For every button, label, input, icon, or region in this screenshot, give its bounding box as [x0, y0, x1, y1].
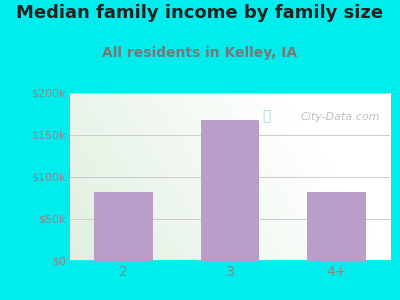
Text: All residents in Kelley, IA: All residents in Kelley, IA [102, 46, 298, 61]
Bar [94, 192, 153, 261]
Text: City-Data.com: City-Data.com [301, 112, 380, 122]
Bar [201, 120, 259, 261]
Text: ⓘ: ⓘ [262, 110, 270, 124]
Text: Median family income by family size: Median family income by family size [16, 4, 384, 22]
Bar [307, 192, 366, 261]
